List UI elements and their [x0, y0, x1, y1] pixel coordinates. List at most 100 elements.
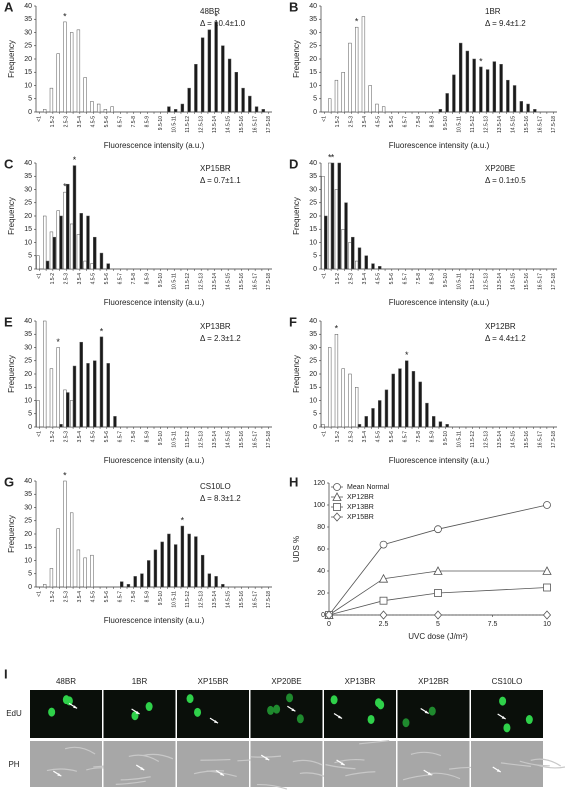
- x-tick-label: 3.5-4: [362, 273, 368, 285]
- x-tick-label: 12.5-13: [484, 431, 490, 448]
- marker: [333, 503, 341, 511]
- x-tick-label: 14.5-15: [225, 273, 231, 290]
- x-axis-label: Fluorescence intensity (a.u.): [389, 141, 490, 150]
- x-tick-label: 9.5-10: [158, 431, 164, 445]
- marker: [333, 483, 341, 491]
- bar: [79, 341, 83, 428]
- y-tick-label: 10: [309, 239, 317, 246]
- y-tick-label: 15: [24, 384, 32, 391]
- nucleus: [367, 714, 375, 724]
- x-tick-label: 15.5-16: [239, 431, 245, 448]
- bar: [99, 252, 104, 270]
- y-tick-label: 20: [24, 531, 32, 538]
- nucleus: [525, 715, 533, 725]
- bar: [167, 106, 171, 113]
- y-tick-label: 25: [309, 43, 317, 50]
- y-axis-label: Frequency: [292, 40, 301, 78]
- x-tick-label: 16.5-17: [252, 591, 258, 608]
- bar: [70, 512, 74, 588]
- series-line: [328, 504, 548, 616]
- bar: [72, 165, 77, 270]
- y-tick-label: 0: [313, 109, 317, 116]
- y-tick-label: 20: [317, 590, 325, 597]
- bar: [492, 61, 497, 113]
- x-tick-label: 6.5-7: [118, 273, 124, 285]
- bar: [337, 162, 341, 270]
- bar: [83, 260, 87, 270]
- y-tick-label: 40: [317, 568, 325, 575]
- x-tick-label: 7.5-8: [131, 116, 137, 128]
- panel-label: G: [4, 474, 14, 489]
- x-tick-label: 2.5: [379, 621, 389, 628]
- x-axis-label: Fluorescence intensity (a.u.): [389, 298, 490, 307]
- nucleus: [267, 705, 275, 715]
- y-axis-label: Frequency: [292, 197, 301, 235]
- bar: [348, 42, 352, 113]
- x-axis-label: Fluorescence intensity (a.u.): [104, 456, 205, 465]
- bar: [36, 255, 40, 270]
- nucleus: [62, 695, 70, 705]
- x-tick-label: 4.5-5: [91, 431, 97, 443]
- x-tick-label: 9.5-10: [443, 431, 449, 445]
- x-tick-label: 2.5-3: [64, 273, 70, 285]
- bar: [56, 53, 60, 113]
- peak-mark: *: [181, 515, 185, 525]
- bar: [357, 424, 362, 428]
- bar: [56, 528, 60, 588]
- x-axis-label: Fluorescence intensity (a.u.): [104, 616, 205, 625]
- x-tick-label: 1.5-2: [50, 116, 56, 128]
- marker: [324, 610, 334, 620]
- y-tick-label: 5: [28, 253, 32, 260]
- y-tick-label: 35: [309, 331, 317, 338]
- x-tick-label: 14.5-15: [510, 116, 516, 133]
- bar: [79, 213, 83, 270]
- bar: [96, 103, 101, 113]
- bar: [334, 79, 339, 113]
- x-tick-label: 15.5-16: [239, 273, 245, 290]
- arrowhead: [427, 772, 432, 776]
- column-label: XP13BR: [345, 677, 376, 686]
- marker: [379, 540, 388, 549]
- x-tick-label: <1: [322, 273, 328, 279]
- bar: [375, 103, 379, 113]
- bar: [261, 109, 265, 113]
- bar: [103, 109, 108, 113]
- x-tick-label: <1: [37, 273, 43, 279]
- column-label: XP20BE: [271, 677, 301, 686]
- y-tick-label: 5: [28, 571, 32, 578]
- bar: [70, 223, 74, 270]
- x-tick-label: 11.5-12: [185, 116, 191, 133]
- bar: [63, 21, 67, 113]
- ph-image: [324, 741, 396, 787]
- bar: [465, 50, 470, 113]
- x-tick-label: 6.5-7: [403, 116, 409, 128]
- arrowhead: [291, 708, 296, 712]
- y-tick-label: 40: [24, 478, 32, 485]
- x-tick-label: 17.5-18: [551, 116, 557, 133]
- x-tick-label: 2.5-3: [349, 273, 355, 285]
- cell-outline: [256, 783, 288, 790]
- bar: [167, 533, 171, 588]
- nucleus: [402, 718, 410, 728]
- bar: [533, 109, 537, 113]
- x-tick-label: <1: [322, 116, 328, 122]
- bar: [384, 389, 389, 428]
- bar: [147, 560, 151, 588]
- y-tick-label: 30: [309, 344, 317, 351]
- ph-image: [103, 741, 176, 787]
- marker: [542, 566, 552, 575]
- x-tick-label: 8.5-9: [145, 273, 151, 285]
- x-tick-label: 11.5-12: [470, 273, 476, 290]
- bar: [56, 347, 60, 428]
- y-tick-label: 5: [313, 411, 317, 418]
- bar: [86, 363, 90, 428]
- bar: [90, 263, 94, 270]
- cell-outline: [128, 754, 160, 763]
- bar: [391, 373, 395, 428]
- peak-mark: *: [63, 11, 67, 21]
- x-tick-label: 8.5-9: [145, 116, 151, 128]
- x-tick-label: 15.5-16: [524, 273, 530, 290]
- x-tick-label: 16.5-17: [252, 116, 258, 133]
- cell-outline: [429, 772, 461, 780]
- arrowhead: [501, 716, 506, 720]
